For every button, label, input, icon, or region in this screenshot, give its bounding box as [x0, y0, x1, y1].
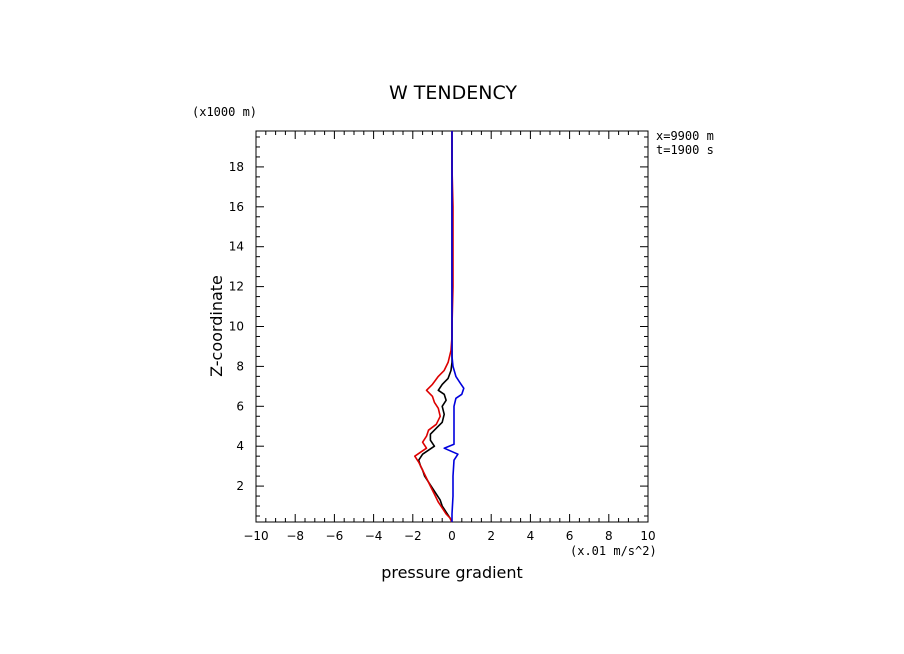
y-tick-label: 18 [229, 160, 244, 174]
x-tick-label: 4 [527, 529, 535, 543]
y-axis-label: Z-coordinate [207, 275, 226, 377]
y-tick-label: 10 [229, 320, 244, 334]
x-tick-label: −10 [243, 529, 268, 543]
y-unit-label: (x1000 m) [192, 105, 257, 119]
chart-title: W TENDENCY [389, 82, 517, 104]
x-unit-label: (x.01 m/s^2) [570, 544, 657, 558]
info-line-x: x=9900 m [656, 129, 714, 143]
y-tick-label: 4 [236, 439, 244, 453]
x-tick-label: −2 [404, 529, 422, 543]
y-tick-label: 12 [229, 280, 244, 294]
x-axis-label: pressure gradient [381, 563, 523, 582]
series-line-1 [417, 131, 453, 523]
y-tick-label: 2 [236, 479, 244, 493]
x-tick-label: 6 [566, 529, 574, 543]
y-tick-labels: 2 4 6 8 10 12 14 16 18 [229, 160, 244, 493]
axis-ticks [255, 131, 649, 522]
info-line-t: t=1900 s [656, 143, 714, 157]
x-tick-label: 2 [487, 529, 495, 543]
x-tick-label: 8 [605, 529, 613, 543]
x-tick-labels: −10 −8 −6 −4 −2 0 2 4 6 8 10 [243, 529, 655, 543]
series-line-3 [443, 131, 465, 522]
x-tick-label: 10 [640, 529, 655, 543]
y-tick-label: 16 [229, 200, 244, 214]
y-tick-label: 6 [236, 399, 244, 413]
x-tick-label: −8 [286, 529, 304, 543]
x-tick-label: −6 [326, 529, 344, 543]
y-tick-label: 8 [236, 359, 244, 373]
x-tick-label: 0 [448, 529, 456, 543]
series-lines [414, 131, 465, 523]
x-tick-label: −4 [365, 529, 383, 543]
y-tick-label: 14 [229, 240, 244, 254]
